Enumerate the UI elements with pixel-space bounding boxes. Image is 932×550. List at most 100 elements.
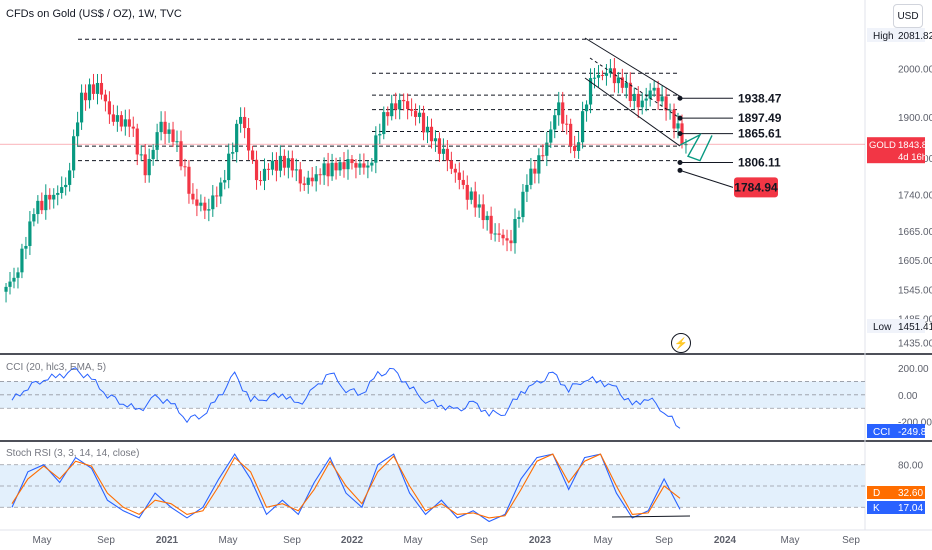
channel-mid-line: [589, 57, 681, 119]
candle-body: [290, 158, 294, 171]
candle-body: [243, 116, 247, 129]
candle-body: [286, 158, 290, 168]
candle-body: [565, 123, 569, 125]
candle-body: [652, 87, 656, 91]
candle-body: [223, 180, 227, 183]
stoch-support-line: [611, 515, 691, 518]
candle-body: [306, 177, 310, 185]
candle-body: [334, 162, 338, 171]
candle-body: [215, 195, 219, 197]
cci-title[interactable]: CCI (20, hlc3, EMA, 5): [6, 362, 107, 373]
candle-body: [147, 158, 151, 176]
candle-body: [449, 160, 453, 169]
time-tick-label: 2022: [341, 535, 364, 546]
candle-body: [187, 166, 191, 194]
chart-title: CFDs on Gold (US$ / OZ), 1W, TVC: [6, 8, 182, 20]
candle-body: [12, 277, 16, 282]
candle-body: [501, 234, 505, 239]
cci-tick-label: 200.00: [898, 364, 929, 375]
candle-body: [48, 194, 52, 200]
high-tag-label: High: [873, 31, 894, 42]
candle-body: [469, 191, 473, 200]
level-label: 1806.11: [738, 156, 781, 170]
stoch-d-tag: [867, 486, 925, 499]
candle-body: [513, 218, 517, 244]
cci-value: -249.82: [898, 427, 932, 438]
candle-body: [429, 126, 434, 142]
candle-body: [366, 165, 370, 168]
candle-body: [664, 96, 668, 111]
candle-body: [457, 172, 461, 180]
candle-body: [68, 170, 72, 185]
candle-body: [549, 129, 553, 143]
stoch-k-line: [11, 453, 681, 523]
candle-body: [453, 168, 457, 173]
low-tag-label: Low: [873, 322, 892, 333]
cci-pane[interactable]: [0, 367, 865, 429]
candle-body: [362, 163, 366, 168]
candle-body: [195, 199, 199, 206]
cci-band: [0, 381, 865, 409]
candle-body: [79, 92, 84, 123]
current-price: 1843.89: [898, 140, 932, 151]
candle-body: [529, 168, 533, 185]
candle-body: [537, 155, 541, 174]
candle-body: [56, 192, 60, 195]
candle-body: [410, 109, 414, 111]
candle-body: [207, 209, 211, 211]
stoch-title[interactable]: Stoch RSI (3, 3, 14, 14, close): [6, 448, 140, 459]
candle-body: [338, 162, 342, 171]
candle-body: [378, 134, 382, 136]
candle-body: [91, 84, 96, 94]
candle-body: [274, 160, 279, 171]
main-pane[interactable]: [0, 37, 865, 303]
candle-body: [302, 183, 306, 185]
candle-body: [592, 77, 597, 79]
candle-body: [644, 98, 648, 101]
candle-body: [52, 194, 56, 200]
candle-body: [569, 123, 573, 147]
candle-body: [425, 126, 430, 133]
candle-body: [441, 148, 446, 154]
candle-body: [402, 99, 406, 102]
time-tick-label: Sep: [97, 535, 115, 546]
candle-body: [103, 94, 108, 102]
target-box: [734, 177, 778, 198]
candle-body: [278, 155, 282, 171]
candle-body: [374, 135, 378, 163]
candle-body: [246, 128, 251, 151]
high-tag-value: 2081.82: [898, 31, 932, 42]
candle-body: [394, 103, 398, 110]
time-tick-label: 2024: [714, 535, 737, 546]
channel-lower-line: [584, 77, 681, 147]
bolt-icon[interactable]: ⚡: [671, 333, 691, 353]
candle-body: [596, 74, 601, 78]
stoch-d-value: 32.60: [898, 488, 923, 499]
stoch-tick-label: 80.00: [898, 461, 923, 472]
candle-body: [107, 101, 112, 115]
candle-body: [16, 272, 20, 278]
candle-body: [8, 281, 12, 287]
candle-body: [612, 68, 616, 84]
candle-body: [123, 119, 127, 127]
candle-body: [135, 128, 139, 155]
candle-body: [624, 82, 628, 88]
time-tick-label: May: [404, 535, 423, 546]
currency-button[interactable]: USD: [893, 4, 923, 28]
candle-body: [493, 233, 497, 235]
candle-body: [294, 169, 298, 171]
candle-body: [481, 204, 485, 221]
candle-body: [314, 174, 318, 182]
stoch-rsi-pane[interactable]: [0, 453, 865, 523]
candle-body: [346, 159, 350, 170]
cci-value-tag: [867, 424, 925, 438]
candle-body: [155, 132, 159, 150]
candle-body: [231, 152, 235, 154]
candle-body: [616, 77, 620, 84]
candle-body: [262, 168, 267, 181]
candle-body: [584, 104, 589, 112]
time-tick-label: May: [33, 535, 52, 546]
candle-body: [604, 73, 609, 76]
